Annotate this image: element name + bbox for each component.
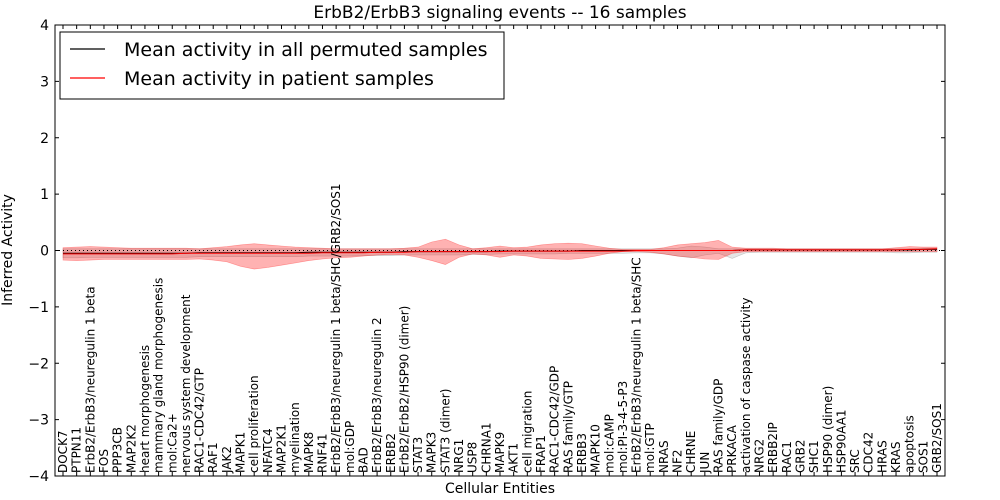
x-tick-label: cell proliferation xyxy=(247,375,261,473)
series-lines xyxy=(63,248,938,255)
x-tick-label: ERBB3 xyxy=(575,433,589,473)
x-tick-label: PPP3CB xyxy=(111,427,125,473)
x-tick-label: MAPK10 xyxy=(589,424,603,473)
x-tick-label: ErbB2/ErbB3/neuregulin 2 xyxy=(370,317,384,473)
axis-ticks xyxy=(55,24,945,477)
y-tick-label: 3 xyxy=(40,74,49,90)
x-tick-label: ErbB2/ErbB3/neuregulin 1 beta xyxy=(83,286,97,473)
x-tick-label: NF2 xyxy=(671,449,685,473)
x-tick-label: JUN xyxy=(698,452,712,474)
x-tick-label: CHRNA1 xyxy=(479,422,493,473)
x-tick-label: NRAS xyxy=(657,440,671,473)
x-tick-label: RAC1-CDC42/GDP xyxy=(548,366,562,473)
x-tick-label: mol:GDP xyxy=(343,421,357,473)
band-patient xyxy=(62,238,938,270)
x-tick-label: BAD xyxy=(356,447,370,473)
x-tick-label: MAPK1 xyxy=(234,432,248,473)
x-axis-label: Cellular Entities xyxy=(445,481,555,497)
legend: Mean activity in all permuted samples Me… xyxy=(59,31,505,100)
x-tick-label: USP8 xyxy=(466,442,480,473)
y-tick-label: −3 xyxy=(28,413,49,429)
x-tick-label: NRG2 xyxy=(753,439,767,473)
legend-label-patient: Mean activity in patient samples xyxy=(124,68,434,90)
activity-bands xyxy=(62,238,938,270)
x-tick-label: SOS1 xyxy=(916,441,930,473)
x-tick-label: RNF41 xyxy=(316,434,330,474)
x-tick-label: RAC1-CDC42/GTP xyxy=(193,368,207,473)
x-tick-label: PRKACA xyxy=(725,424,739,473)
y-tick-label: 0 xyxy=(40,244,49,260)
x-tick-label: RAC1 xyxy=(780,441,794,473)
x-tick-label: SHC1 xyxy=(807,440,821,473)
x-tick-labels: DOCK7 PTPN11 ErbB2/ErbB3/neuregulin 1 beta… xyxy=(56,183,944,474)
x-tick-label: mol:cAMP xyxy=(602,414,616,473)
y-tick-label: 4 xyxy=(40,18,49,34)
x-tick-label: DOCK7 xyxy=(56,430,70,473)
x-tick-label: CHRNE xyxy=(684,431,698,473)
x-tick-label: GRB2/SOS1 xyxy=(930,403,944,473)
y-tick-label: −2 xyxy=(28,356,49,372)
x-tick-label: MAPK3 xyxy=(425,432,439,473)
x-tick-label: MAP2K1 xyxy=(275,424,289,473)
x-tick-label: JAK2 xyxy=(220,446,234,474)
x-tick-label: KRAS xyxy=(889,441,903,473)
x-tick-label: GRB2 xyxy=(793,439,807,473)
x-tick-label: HSP90 (dimer) xyxy=(821,386,835,473)
x-tick-label: NRG1 xyxy=(452,439,466,473)
x-tick-label: HSP90AA1 xyxy=(834,409,848,473)
line-patient xyxy=(63,248,938,255)
chart-title: ErbB2/ErbB3 signaling events -- 16 sampl… xyxy=(313,3,686,23)
x-tick-label: PTPN11 xyxy=(70,427,84,473)
x-tick-label: activation of caspase activity xyxy=(739,298,753,473)
x-tick-label: mol:GTP xyxy=(643,423,657,473)
x-tick-label: ErbB2/ErbB2/HSP90 (dimer) xyxy=(397,306,411,473)
x-tick-label: ERBB2IP xyxy=(766,422,780,473)
x-tick-label: cell migration xyxy=(520,391,534,473)
legend-box xyxy=(59,31,505,100)
x-tick-label: HRAS xyxy=(875,440,889,473)
x-tick-label: MAPK8 xyxy=(302,432,316,473)
band-permuted xyxy=(62,245,938,259)
plot-frame xyxy=(54,24,946,477)
x-tick-label: mol:PI-3-4-5-P3 xyxy=(616,381,630,473)
x-tick-label: MAPK9 xyxy=(493,432,507,473)
y-tick-label: −1 xyxy=(28,300,49,316)
x-tick-label: NFATC4 xyxy=(261,428,275,473)
y-tick-labels: −4 −3 −2 −1 0 1 2 3 4 xyxy=(28,18,49,485)
y-tick-label: 1 xyxy=(40,187,49,203)
x-tick-label: MAP2K2 xyxy=(124,424,138,473)
x-tick-label: heart morphogenesis xyxy=(138,345,152,473)
legend-label-permuted: Mean activity in all permuted samples xyxy=(124,39,487,61)
x-tick-label: ErbB2/ErbB3/neuregulin 1 beta/SHC xyxy=(630,257,644,473)
x-tick-label: SRC xyxy=(848,449,862,473)
x-tick-label: FOS xyxy=(97,449,111,473)
x-tick-label: ERBB2 xyxy=(384,433,398,473)
y-axis-label: Inferred Activity xyxy=(0,194,16,306)
y-tick-label: −4 xyxy=(28,469,49,485)
x-tick-label: nervous system development xyxy=(179,294,193,473)
x-tick-label: mol:Ca2+ xyxy=(165,413,179,473)
x-tick-label: STAT3 (dimer) xyxy=(438,389,452,473)
x-tick-label: RAS family/GDP xyxy=(712,379,726,473)
x-tick-label: FRAP1 xyxy=(534,435,548,473)
x-tick-label: STAT3 xyxy=(411,437,425,473)
x-tick-label: RAF1 xyxy=(206,442,220,473)
x-tick-label: ErbB2/ErbB3/neuregulin 1 beta/SHC/GRB2/S… xyxy=(329,183,343,473)
x-tick-label: mammary gland morphogenesis xyxy=(152,278,166,473)
x-tick-label: CDC42 xyxy=(862,432,876,473)
x-tick-label: AKT1 xyxy=(507,443,521,473)
x-tick-label: RAS family/GTP xyxy=(561,381,575,473)
y-tick-label: 2 xyxy=(40,131,49,147)
x-tick-label: apoptosis xyxy=(903,415,917,473)
x-tick-label: myelination xyxy=(288,402,302,473)
